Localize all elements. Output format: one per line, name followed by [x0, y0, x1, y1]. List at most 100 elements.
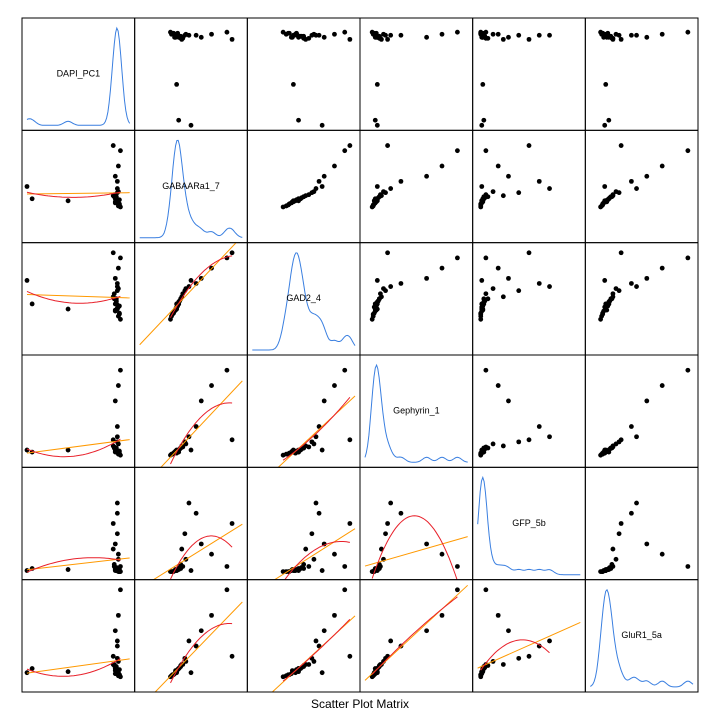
point — [110, 250, 116, 256]
point — [182, 531, 188, 537]
point — [388, 638, 394, 644]
point — [176, 117, 182, 123]
point — [316, 510, 322, 516]
panel — [273, 500, 356, 580]
point — [179, 546, 185, 552]
point — [112, 541, 118, 547]
point — [634, 434, 639, 440]
point — [321, 34, 327, 40]
point — [374, 122, 380, 128]
point — [224, 367, 230, 373]
point — [634, 186, 639, 191]
point — [516, 32, 522, 38]
point — [374, 568, 380, 573]
point — [547, 186, 552, 191]
point — [500, 662, 506, 667]
point — [193, 281, 199, 286]
point — [606, 566, 612, 571]
variable-label: DAPI_PC1 — [57, 69, 101, 79]
variable-label: GluR1_5a — [621, 630, 662, 640]
point — [301, 35, 307, 41]
point — [634, 32, 639, 38]
point — [455, 148, 460, 154]
point — [383, 288, 388, 294]
point — [229, 437, 235, 443]
point — [506, 628, 511, 634]
point — [118, 148, 123, 154]
point — [659, 31, 665, 37]
point — [424, 628, 429, 634]
linear-fit — [364, 536, 468, 567]
point — [490, 31, 496, 37]
point — [618, 250, 624, 256]
point — [309, 531, 315, 537]
point — [29, 196, 35, 202]
point — [283, 451, 289, 457]
point — [685, 29, 691, 35]
point — [455, 564, 460, 569]
point — [398, 32, 404, 38]
panel — [277, 367, 356, 468]
point — [229, 36, 235, 42]
point — [114, 638, 120, 644]
point — [303, 546, 309, 552]
linear-fit — [477, 622, 581, 669]
point — [516, 288, 522, 294]
point — [603, 306, 609, 312]
point — [110, 521, 116, 526]
point — [685, 255, 691, 261]
point — [347, 653, 353, 659]
panel-frame — [584, 466, 699, 581]
point — [188, 568, 194, 573]
panel — [598, 500, 691, 574]
smooth-fit — [480, 639, 550, 671]
point — [198, 398, 204, 404]
point — [603, 33, 609, 39]
point — [370, 313, 376, 319]
point — [610, 546, 616, 552]
point — [439, 265, 445, 271]
point — [439, 612, 445, 618]
point — [319, 670, 325, 676]
point — [602, 568, 608, 573]
point — [309, 32, 315, 38]
point — [313, 186, 319, 191]
point — [388, 500, 394, 506]
point — [114, 510, 120, 516]
point — [188, 122, 194, 128]
point — [347, 521, 353, 526]
point — [182, 32, 188, 38]
point — [188, 278, 194, 283]
point — [110, 143, 116, 148]
point — [439, 551, 445, 557]
point — [296, 566, 301, 571]
panel — [478, 250, 552, 322]
point — [376, 663, 382, 668]
panel — [160, 367, 243, 468]
point — [118, 587, 123, 593]
point — [24, 568, 30, 573]
point — [114, 424, 120, 429]
linear-fit — [154, 601, 243, 693]
point — [644, 275, 650, 281]
point — [495, 31, 501, 37]
point — [376, 296, 382, 302]
point — [424, 173, 429, 179]
variable-label: GAD2_4 — [286, 293, 321, 303]
point — [332, 383, 337, 388]
point — [114, 186, 120, 191]
point — [186, 434, 192, 440]
point — [609, 35, 615, 41]
panel-frame — [584, 579, 699, 693]
point — [483, 367, 489, 373]
point — [609, 296, 615, 302]
point — [113, 301, 119, 307]
point — [209, 551, 214, 557]
point — [659, 163, 665, 169]
point — [629, 178, 634, 184]
point — [283, 203, 289, 209]
point — [495, 612, 501, 618]
point — [301, 562, 307, 567]
point — [115, 203, 121, 209]
